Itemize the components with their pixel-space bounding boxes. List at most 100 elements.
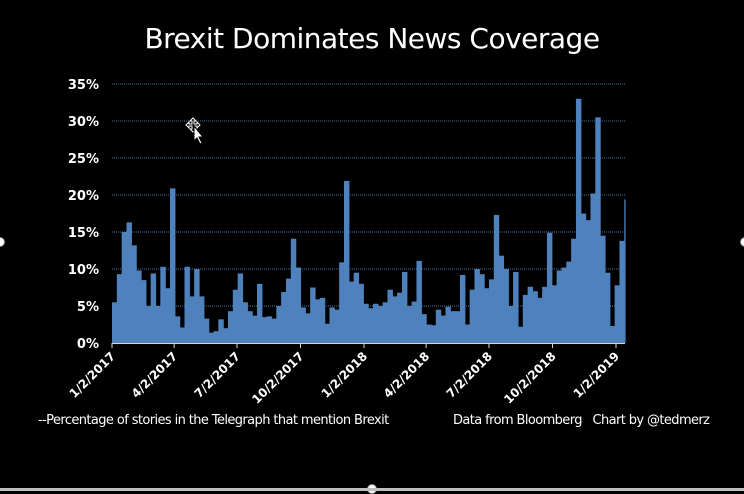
data-bar	[174, 316, 181, 343]
data-bar	[261, 317, 268, 343]
data-bar	[276, 306, 282, 343]
data-bar	[155, 306, 161, 343]
data-bar	[252, 315, 258, 343]
data-bar	[145, 306, 152, 343]
data-bar	[508, 306, 514, 343]
data-bar	[498, 255, 505, 343]
data-bar	[334, 309, 340, 343]
data-bar	[237, 273, 244, 343]
x-tick-label: 10/2/2017	[249, 349, 306, 406]
y-tick-label: 10%	[68, 263, 99, 278]
data-bar	[150, 273, 157, 343]
data-bar	[368, 308, 374, 343]
data-bar	[194, 269, 200, 343]
y-tick-label: 30%	[68, 115, 99, 130]
data-bar	[223, 328, 229, 343]
data-bar	[165, 288, 171, 343]
data-bar	[416, 260, 422, 343]
data-bar	[595, 117, 601, 343]
data-bar	[290, 238, 297, 343]
data-bar	[493, 214, 500, 343]
data-bar	[372, 303, 379, 343]
data-bar	[121, 232, 128, 343]
x-tick-label: 4/2/2017	[129, 349, 181, 401]
x-tick-label: 10/2/2018	[501, 349, 558, 406]
data-bar	[324, 323, 331, 343]
data-bar	[517, 326, 524, 343]
data-bar	[348, 281, 355, 343]
data-bar	[358, 283, 364, 343]
y-tick-label: 20%	[68, 189, 99, 204]
x-tick-label: 1/2/2019	[571, 349, 623, 401]
data-bar	[513, 271, 519, 343]
data-bar	[198, 296, 205, 343]
data-bar	[522, 294, 529, 343]
x-tick-label: 7/2/2017	[192, 349, 244, 401]
data-bar	[184, 266, 190, 343]
x-tick-label: 4/2/2018	[381, 349, 433, 401]
data-bar	[537, 297, 543, 343]
data-bar	[281, 291, 287, 343]
data-bar	[116, 274, 123, 343]
chart-subtitle: --Percentage of stories in the Telegraph…	[38, 413, 389, 428]
data-bar	[213, 331, 219, 343]
data-bar	[609, 325, 616, 343]
data-bar	[160, 266, 166, 343]
data-bar	[339, 262, 345, 343]
data-bar	[377, 306, 384, 343]
data-bar	[295, 267, 302, 343]
data-bar	[363, 303, 369, 343]
data-bar	[208, 332, 215, 343]
data-bar	[126, 222, 132, 343]
chart-title: Brexit Dominates News Coverage	[144, 22, 600, 55]
data-bar	[189, 296, 195, 343]
data-bar	[426, 324, 432, 343]
data-bar	[411, 301, 418, 343]
data-bar	[527, 286, 534, 343]
data-bar	[131, 245, 137, 343]
data-bar	[271, 318, 277, 343]
data-bar	[440, 315, 447, 343]
data-bar	[169, 188, 176, 343]
data-bar	[406, 306, 413, 343]
data-bar	[619, 240, 625, 343]
data-bar	[140, 280, 147, 343]
data-bar	[532, 291, 538, 343]
data-bar	[503, 269, 509, 343]
y-tick-label: 25%	[68, 152, 99, 167]
data-bar	[285, 278, 292, 343]
resize-handle-right[interactable]	[740, 237, 744, 247]
move-cursor-icon	[185, 117, 205, 145]
data-bar	[600, 235, 606, 343]
data-bar	[136, 270, 142, 343]
y-tick-label: 5%	[77, 300, 99, 315]
data-bar	[300, 307, 306, 343]
y-tick-label: 15%	[68, 226, 99, 241]
data-bar	[566, 261, 572, 343]
data-bar	[551, 285, 558, 343]
data-bar	[464, 324, 471, 343]
data-bar	[203, 318, 210, 343]
data-bar	[571, 238, 577, 343]
data-bar	[575, 98, 582, 343]
data-bar	[227, 311, 234, 343]
data-bar	[459, 274, 466, 343]
data-bar	[590, 193, 596, 343]
x-tick-label: 1/2/2017	[67, 349, 119, 401]
y-tick-label: 35%	[68, 78, 99, 93]
data-bar	[430, 325, 437, 343]
data-bar	[242, 302, 248, 343]
data-bar	[546, 232, 553, 343]
data-bar	[382, 302, 389, 343]
sheet-edge	[0, 488, 744, 491]
data-bar	[469, 289, 476, 343]
data-bar	[314, 299, 321, 343]
data-bar	[343, 180, 350, 343]
data-bar	[624, 199, 626, 343]
data-bar	[435, 309, 442, 343]
data-bar	[392, 296, 398, 343]
data-bar	[450, 311, 456, 343]
data-bar	[421, 314, 427, 343]
chart-credits: Data from Bloomberg Chart by @tedmerz	[453, 413, 710, 428]
